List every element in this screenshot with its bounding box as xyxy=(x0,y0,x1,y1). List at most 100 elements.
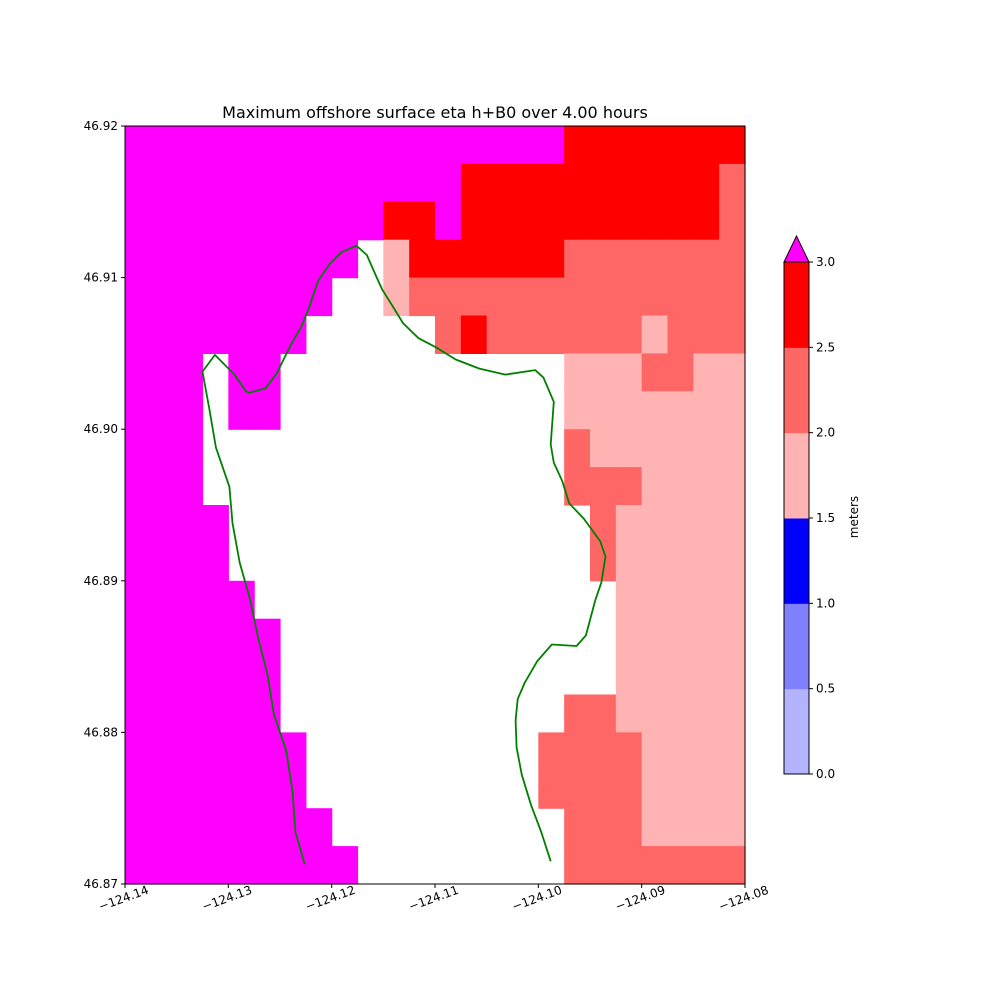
heatmap-cell xyxy=(615,580,643,620)
heatmap-cell xyxy=(564,694,591,733)
heatmap-cell xyxy=(435,277,462,317)
heatmap-cell xyxy=(202,201,229,241)
heatmap-cell xyxy=(641,239,669,279)
heatmap-cell xyxy=(435,239,462,279)
heatmap-cell xyxy=(667,580,694,620)
heatmap-cell xyxy=(176,732,204,771)
heatmap-cell xyxy=(150,542,178,582)
heatmap-cell xyxy=(693,732,720,771)
heatmap-cell xyxy=(486,315,514,354)
heatmap-cell xyxy=(538,239,565,279)
heatmap-cell xyxy=(538,770,565,809)
heatmap-cell xyxy=(409,201,436,241)
heatmap-cell xyxy=(331,846,359,885)
heatmap-cell xyxy=(254,770,281,809)
heatmap-cell xyxy=(176,277,204,317)
heatmap-cell xyxy=(202,618,229,658)
heatmap-cell xyxy=(590,770,617,809)
heatmap-cell xyxy=(719,277,746,317)
heatmap-cell xyxy=(719,808,746,847)
heatmap-cell xyxy=(202,694,229,733)
heatmap-cell xyxy=(564,808,591,847)
heatmap-cell xyxy=(202,770,229,809)
heatmap-cell xyxy=(615,315,643,354)
heatmap-cell xyxy=(719,846,746,885)
heatmap-cell xyxy=(305,808,333,847)
heatmap-cell xyxy=(564,732,591,771)
heatmap-cell xyxy=(667,808,694,847)
heatmap-cell xyxy=(590,467,617,506)
heatmap-cell xyxy=(615,126,643,165)
heatmap-cell xyxy=(641,163,669,203)
heatmap-cell xyxy=(150,126,178,165)
heatmap-cell xyxy=(590,694,617,733)
heatmap-cell xyxy=(693,277,720,317)
heatmap-cell xyxy=(590,846,617,885)
heatmap-cell xyxy=(564,239,591,279)
heatmap-cell xyxy=(590,201,617,241)
heatmap-cell xyxy=(564,846,591,885)
heatmap-cell xyxy=(202,277,229,317)
heatmap-cell xyxy=(150,656,178,696)
heatmap-cell xyxy=(719,163,746,203)
heatmap-cell xyxy=(176,505,204,544)
heatmap-cell xyxy=(150,315,178,354)
heatmap-cell xyxy=(150,770,178,809)
heatmap-cell xyxy=(564,163,591,203)
heatmap-cell xyxy=(280,239,307,279)
heatmap-cell xyxy=(280,201,307,241)
heatmap-cell xyxy=(641,277,669,317)
heatmap-cell xyxy=(460,239,488,279)
y-tick-label: 46.87 xyxy=(84,877,118,891)
heatmap-cell xyxy=(667,846,694,885)
heatmap-cell xyxy=(228,201,255,241)
heatmap-cell xyxy=(667,391,694,430)
heatmap-cell xyxy=(615,808,643,847)
heatmap-cell xyxy=(254,315,281,354)
heatmap-cell xyxy=(202,315,229,354)
heatmap-cell xyxy=(176,770,204,809)
heatmap-cell xyxy=(125,429,152,468)
heatmap-cell xyxy=(590,315,617,354)
heatmap-cell xyxy=(693,239,720,279)
heatmap-cell xyxy=(254,239,281,279)
heatmap-cell xyxy=(280,163,307,203)
heatmap-cell xyxy=(254,846,281,885)
heatmap-cell xyxy=(590,429,617,468)
heatmap-cell xyxy=(125,770,152,809)
heatmap-cell xyxy=(615,391,643,430)
heatmap-cell xyxy=(176,429,204,468)
heatmap-cell xyxy=(486,126,514,165)
heatmap-cell xyxy=(125,732,152,771)
heatmap-cell xyxy=(641,694,669,733)
heatmap-cell xyxy=(719,353,746,392)
heatmap-cell xyxy=(280,277,307,317)
heatmap-cell xyxy=(150,201,178,241)
heatmap-cell xyxy=(150,277,178,317)
heatmap-cell xyxy=(693,846,720,885)
heatmap-cell xyxy=(150,694,178,733)
heatmap-cell xyxy=(435,126,462,165)
heatmap-cell xyxy=(719,467,746,506)
heatmap-cell xyxy=(176,315,204,354)
heatmap-cell xyxy=(615,429,643,468)
heatmap-cell xyxy=(615,656,643,696)
heatmap-cell xyxy=(125,391,152,430)
heatmap-cell xyxy=(331,126,359,165)
heatmap-cell xyxy=(125,656,152,696)
heatmap-cell xyxy=(305,201,333,241)
heatmap-cell xyxy=(228,126,255,165)
heatmap-cell xyxy=(486,163,514,203)
heatmap-cell xyxy=(176,846,204,885)
heatmap-cell xyxy=(667,315,694,354)
heatmap-cell xyxy=(641,467,669,506)
heatmap-cell xyxy=(667,770,694,809)
heatmap-cell xyxy=(564,391,591,430)
heatmap-cell xyxy=(150,618,178,658)
heatmap-cell xyxy=(486,239,514,279)
heatmap-cell xyxy=(512,277,539,317)
colorbar-tick-label: 1.0 xyxy=(816,596,835,610)
colorbar-tick-label: 1.5 xyxy=(816,511,835,525)
y-tick-label: 46.90 xyxy=(84,422,118,436)
heatmap-cell xyxy=(228,846,255,885)
